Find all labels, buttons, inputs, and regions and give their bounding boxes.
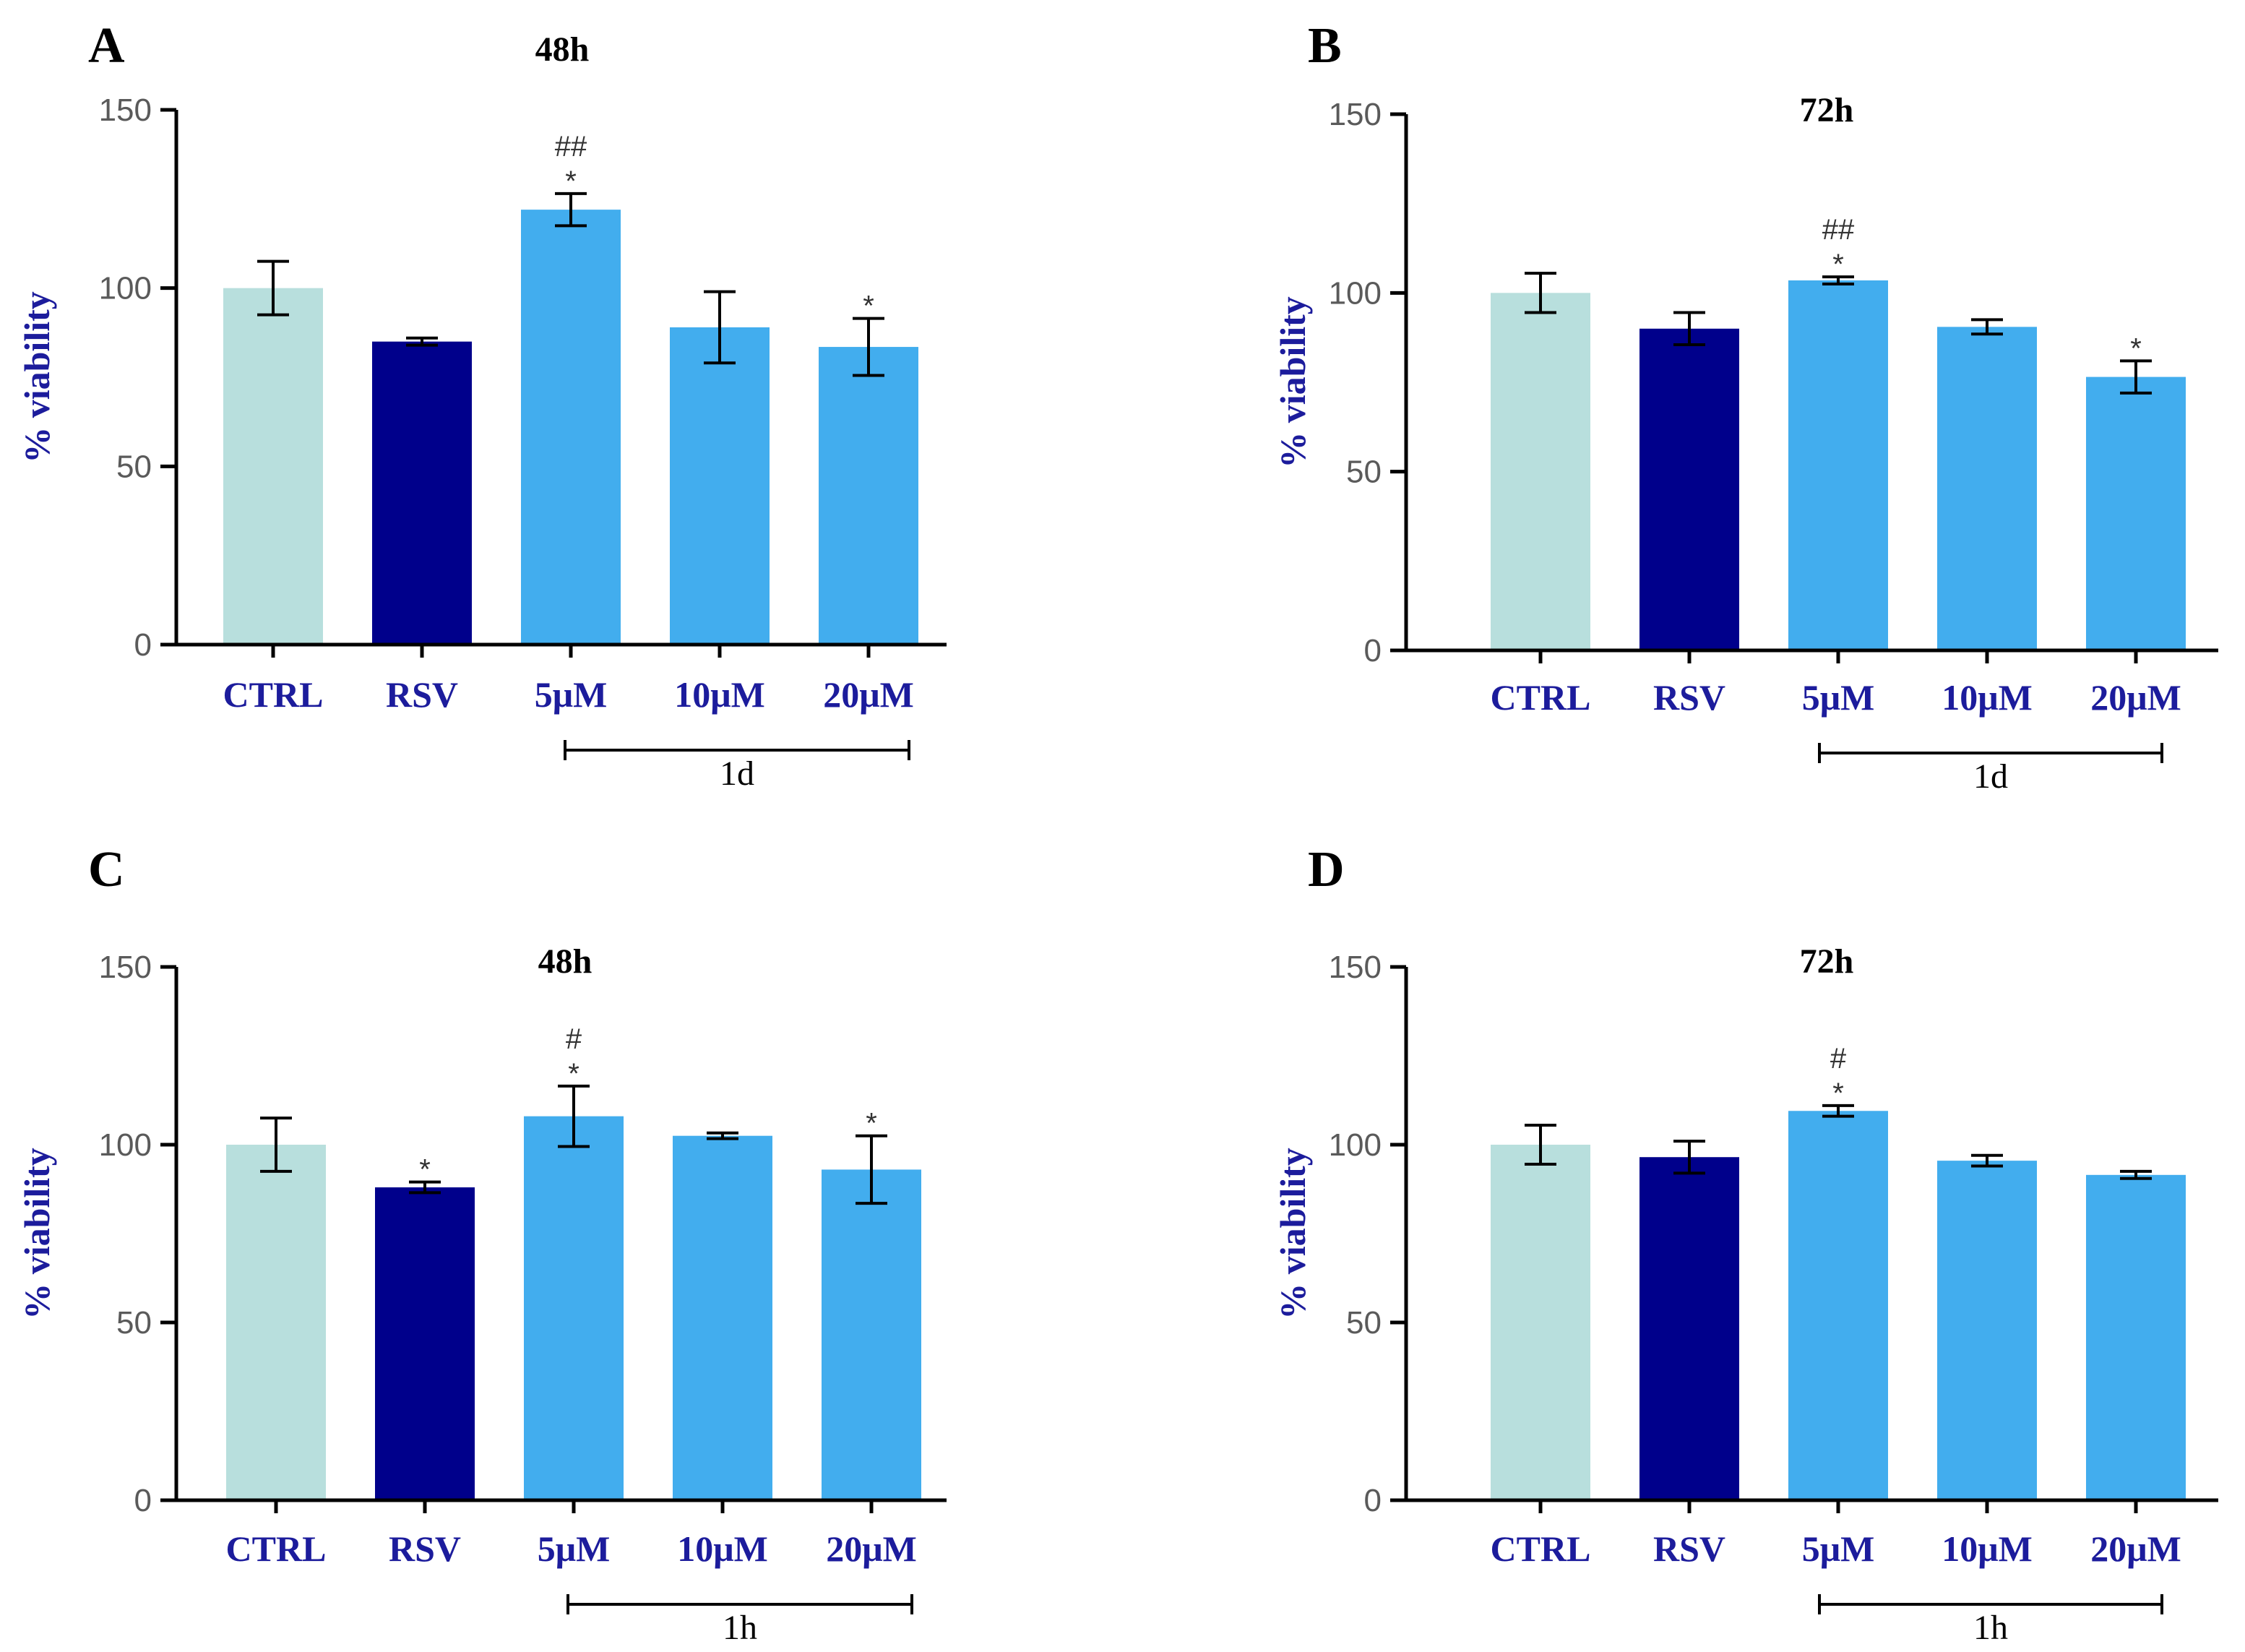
bar-1 (372, 341, 472, 645)
bar-0 (1491, 1145, 1590, 1500)
x-tick-label: 5μM (1802, 1528, 1875, 1569)
bar-4 (2086, 1174, 2186, 1500)
bar-0 (223, 288, 323, 645)
y-tick-label: 50 (1346, 1305, 1382, 1341)
significance-hash: # (1830, 1043, 1847, 1075)
significance-star: * (568, 1058, 579, 1090)
bar-1 (375, 1187, 475, 1500)
group-label: 1d (1973, 757, 2008, 796)
significance-hash: ## (555, 131, 587, 163)
group-label: 1d (720, 754, 754, 793)
y-tick-label: 100 (99, 1127, 152, 1163)
bar-1 (1639, 328, 1739, 650)
x-tick-label: 20μM (826, 1528, 917, 1569)
x-tick-label: CTRL (1491, 1528, 1591, 1569)
x-tick-label: 10μM (677, 1528, 768, 1569)
bar-3 (1937, 1161, 2037, 1500)
x-tick-label: 20μM (2090, 1528, 2181, 1569)
group-label: 1h (723, 1609, 757, 1647)
significance-hash: ## (1822, 214, 1855, 246)
chart-title: 72h (1800, 91, 1854, 129)
bar-2 (1788, 1111, 1888, 1500)
bar-0 (226, 1145, 326, 1500)
bar-3 (673, 1135, 772, 1500)
panel-letter: A (88, 18, 125, 74)
y-tick-label: 0 (134, 627, 152, 663)
y-tick-label: 0 (1364, 1483, 1382, 1518)
x-tick-label: RSV (386, 674, 458, 715)
chart-title: 72h (1800, 942, 1854, 981)
x-tick-label: 5μM (538, 1528, 611, 1569)
x-tick-label: CTRL (1491, 677, 1591, 718)
panel-letter: B (1308, 18, 1342, 74)
y-tick-label: 150 (99, 950, 152, 985)
significance-star: * (2130, 332, 2142, 364)
x-tick-label: 20μM (2090, 677, 2181, 718)
x-tick-label: RSV (389, 1528, 461, 1569)
bar-3 (1937, 327, 2037, 650)
x-tick-label: RSV (1653, 677, 1725, 718)
x-tick-label: 10μM (674, 674, 765, 715)
y-axis-label: % viability (17, 1148, 57, 1320)
x-tick-label: 5μM (1802, 677, 1875, 718)
x-tick-label: CTRL (223, 674, 324, 715)
group-label: 1h (1973, 1609, 2008, 1647)
x-tick-label: CTRL (226, 1528, 327, 1569)
y-axis-label: % viability (17, 291, 57, 463)
bar-2 (524, 1116, 624, 1500)
bar-2 (1788, 280, 1888, 650)
y-tick-label: 150 (1329, 97, 1382, 132)
panel-d: D 72h % viability CTRL RSV *#5μM 10μM 20μM 0 50 10… (1272, 842, 2218, 1647)
x-tick-label: 5μM (535, 674, 608, 715)
x-tick-label: 20μM (823, 674, 914, 715)
bar-2 (521, 210, 621, 645)
panel-letter: C (88, 842, 125, 898)
y-tick-label: 50 (116, 1305, 152, 1341)
significance-star: * (866, 1108, 877, 1140)
chart-title: 48h (535, 30, 590, 69)
y-tick-label: 50 (116, 449, 152, 484)
significance-star: * (1832, 1077, 1844, 1109)
y-tick-label: 0 (134, 1483, 152, 1518)
bar-4 (2086, 377, 2186, 650)
y-tick-label: 150 (1329, 950, 1382, 985)
y-axis-label: % viability (1272, 296, 1313, 468)
bar-1 (1639, 1157, 1739, 1500)
y-axis-label: % viability (1272, 1148, 1313, 1320)
y-tick-label: 100 (1329, 1127, 1382, 1163)
y-tick-label: 0 (1364, 633, 1382, 668)
y-tick-label: 150 (99, 93, 152, 128)
significance-hash: # (566, 1023, 582, 1055)
significance-star: * (565, 165, 577, 197)
significance-star: * (419, 1154, 431, 1186)
y-tick-label: 100 (99, 271, 152, 306)
x-tick-label: 10μM (1942, 1528, 2033, 1569)
significance-star: * (863, 291, 874, 322)
y-tick-label: 100 (1329, 275, 1382, 311)
bar-4 (819, 347, 918, 645)
bar-3 (670, 327, 770, 645)
bar-4 (822, 1169, 921, 1500)
x-tick-label: 10μM (1942, 677, 2033, 718)
y-tick-label: 50 (1346, 455, 1382, 490)
significance-star: * (1832, 249, 1844, 280)
x-tick-label: RSV (1653, 1528, 1725, 1569)
chart-title: 48h (538, 942, 593, 981)
bar-0 (1491, 293, 1590, 650)
panel-letter: D (1308, 842, 1345, 898)
